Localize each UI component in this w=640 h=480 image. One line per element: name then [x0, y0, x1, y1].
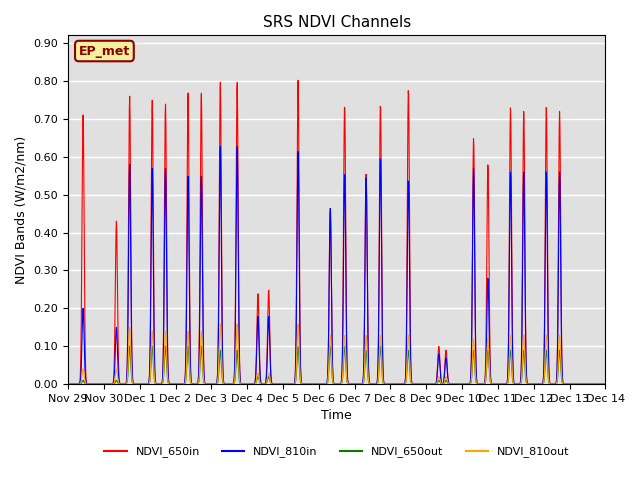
Legend: NDVI_650in, NDVI_810in, NDVI_650out, NDVI_810out: NDVI_650in, NDVI_810in, NDVI_650out, NDV…	[100, 442, 573, 462]
Text: EP_met: EP_met	[79, 45, 130, 58]
X-axis label: Time: Time	[321, 409, 352, 422]
Y-axis label: NDVI Bands (W/m2/nm): NDVI Bands (W/m2/nm)	[15, 136, 28, 284]
Title: SRS NDVI Channels: SRS NDVI Channels	[262, 15, 411, 30]
